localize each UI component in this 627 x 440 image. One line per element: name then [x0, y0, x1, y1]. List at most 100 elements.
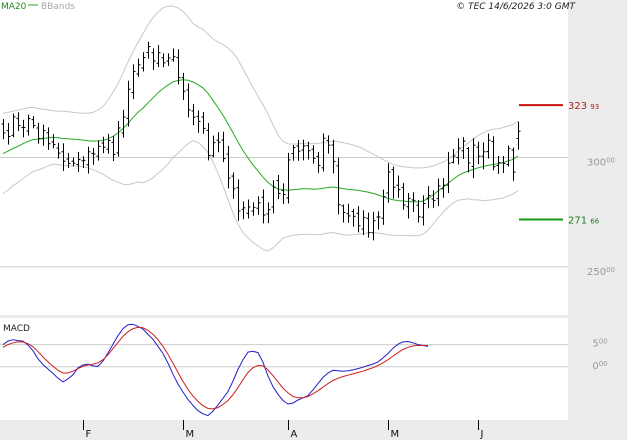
ohlc-bar — [26, 114, 31, 136]
ohlc-bar — [286, 152, 291, 204]
support-level-label: 271 66 — [568, 215, 600, 226]
price-bars — [1, 41, 521, 241]
ohlc-bar — [21, 119, 26, 138]
ma20-legend-label: MA20 — [1, 2, 27, 12]
ohlc-bar — [261, 189, 266, 224]
ohlc-bar — [211, 135, 216, 158]
ohlc-bar — [116, 120, 121, 157]
ohlc-bar — [436, 178, 441, 206]
ohlc-bar — [431, 190, 436, 208]
ohlc-bar — [251, 202, 256, 216]
ohlc-bar — [491, 136, 496, 171]
signal-series-line — [2, 326, 428, 410]
ohlc-bar — [186, 83, 191, 118]
ohlc-bar — [511, 147, 516, 181]
ohlc-bar — [341, 204, 346, 223]
ohlc-bar — [506, 145, 511, 167]
ohlc-bar — [166, 53, 171, 66]
ohlc-bar — [466, 147, 471, 173]
x-tick-label: J — [480, 429, 484, 440]
ohlc-bar — [496, 155, 501, 174]
ohlc-bar — [246, 199, 251, 219]
ohlc-bar — [371, 211, 376, 241]
ma20-line — [2, 79, 519, 203]
ohlc-bar — [121, 109, 126, 138]
bottom-axis-panel — [0, 420, 627, 440]
ohlc-bar — [106, 133, 111, 154]
ohlc-bar — [271, 180, 276, 214]
ohlc-bar — [226, 145, 231, 189]
ohlc-bar — [91, 148, 96, 165]
x-tick-label: A — [291, 429, 298, 440]
ohlc-bar — [56, 142, 61, 159]
ohlc-bar — [131, 64, 136, 100]
ohlc-bar — [361, 210, 366, 236]
ohlc-bar — [481, 142, 486, 170]
price-levels: 323 93 271 66 — [519, 101, 600, 226]
ohlc-bar — [421, 195, 426, 226]
copyright-text: © TEC 14/6/2026 3:0 GMT — [456, 2, 576, 12]
ohlc-bar — [276, 175, 281, 200]
ohlc-bar — [1, 119, 6, 140]
x-tick-label: M — [391, 429, 400, 440]
ma20-series-line — [2, 79, 519, 203]
ohlc-bar — [426, 186, 431, 209]
ohlc-bar — [346, 203, 351, 223]
resistance-level-label: 323 93 — [568, 101, 599, 112]
ohlc-bar — [161, 53, 166, 68]
ohlc-bar — [181, 72, 186, 100]
ohlc-bar — [471, 138, 476, 179]
ohlc-bar — [446, 151, 451, 193]
ohlc-bar — [231, 172, 236, 199]
ohlc-bar — [31, 116, 36, 129]
ohlc-bar — [331, 139, 336, 174]
ohlc-bar — [221, 131, 226, 163]
ohlc-bar — [451, 148, 456, 164]
ohlc-bar — [416, 199, 421, 223]
macd-panel — [2, 323, 429, 417]
ohlc-bar — [156, 45, 161, 67]
ohlc-bar — [411, 192, 416, 212]
ohlc-bar — [66, 153, 71, 168]
ohlc-bar — [356, 206, 361, 233]
ohlc-bar — [146, 41, 151, 59]
ohlc-bar — [206, 122, 211, 161]
bbands-legend-label: BBands — [41, 2, 75, 12]
ohlc-bar — [326, 135, 331, 154]
ohlc-bar — [351, 208, 356, 227]
ohlc-bar — [196, 110, 201, 133]
x-tick-label: M — [186, 429, 195, 440]
ohlc-bar — [296, 140, 301, 161]
ohlc-bar — [501, 155, 506, 174]
x-tick-label: F — [86, 429, 92, 440]
ohlc-bar — [406, 192, 411, 219]
ohlc-bar — [366, 212, 371, 238]
ohlc-bar — [101, 136, 106, 154]
ohlc-bar — [381, 189, 386, 225]
ohlc-bar — [401, 182, 406, 210]
ohlc-bar — [36, 122, 41, 144]
ohlc-bar — [41, 124, 46, 146]
ohlc-bar — [16, 112, 21, 132]
ohlc-bar — [316, 152, 321, 173]
panel-separator — [0, 315, 627, 318]
ohlc-bar — [171, 48, 176, 62]
ohlc-bar — [301, 139, 306, 161]
ohlc-bar — [111, 136, 116, 161]
ohlc-bar — [476, 141, 481, 165]
ohlc-bar — [321, 133, 326, 172]
ohlc-bar — [441, 178, 446, 198]
ohlc-bar — [191, 103, 196, 126]
ohlc-bar — [256, 196, 261, 215]
ohlc-bar — [46, 127, 51, 150]
ohlc-bar — [236, 179, 241, 221]
ohlc-bar — [516, 121, 521, 150]
ohlc-bar — [126, 80, 131, 127]
bb-upper-line — [2, 5, 519, 169]
ohlc-bar — [176, 49, 181, 85]
ohlc-bar — [376, 211, 381, 230]
ohlc-bar — [241, 201, 246, 220]
ohlc-bar — [461, 137, 466, 160]
